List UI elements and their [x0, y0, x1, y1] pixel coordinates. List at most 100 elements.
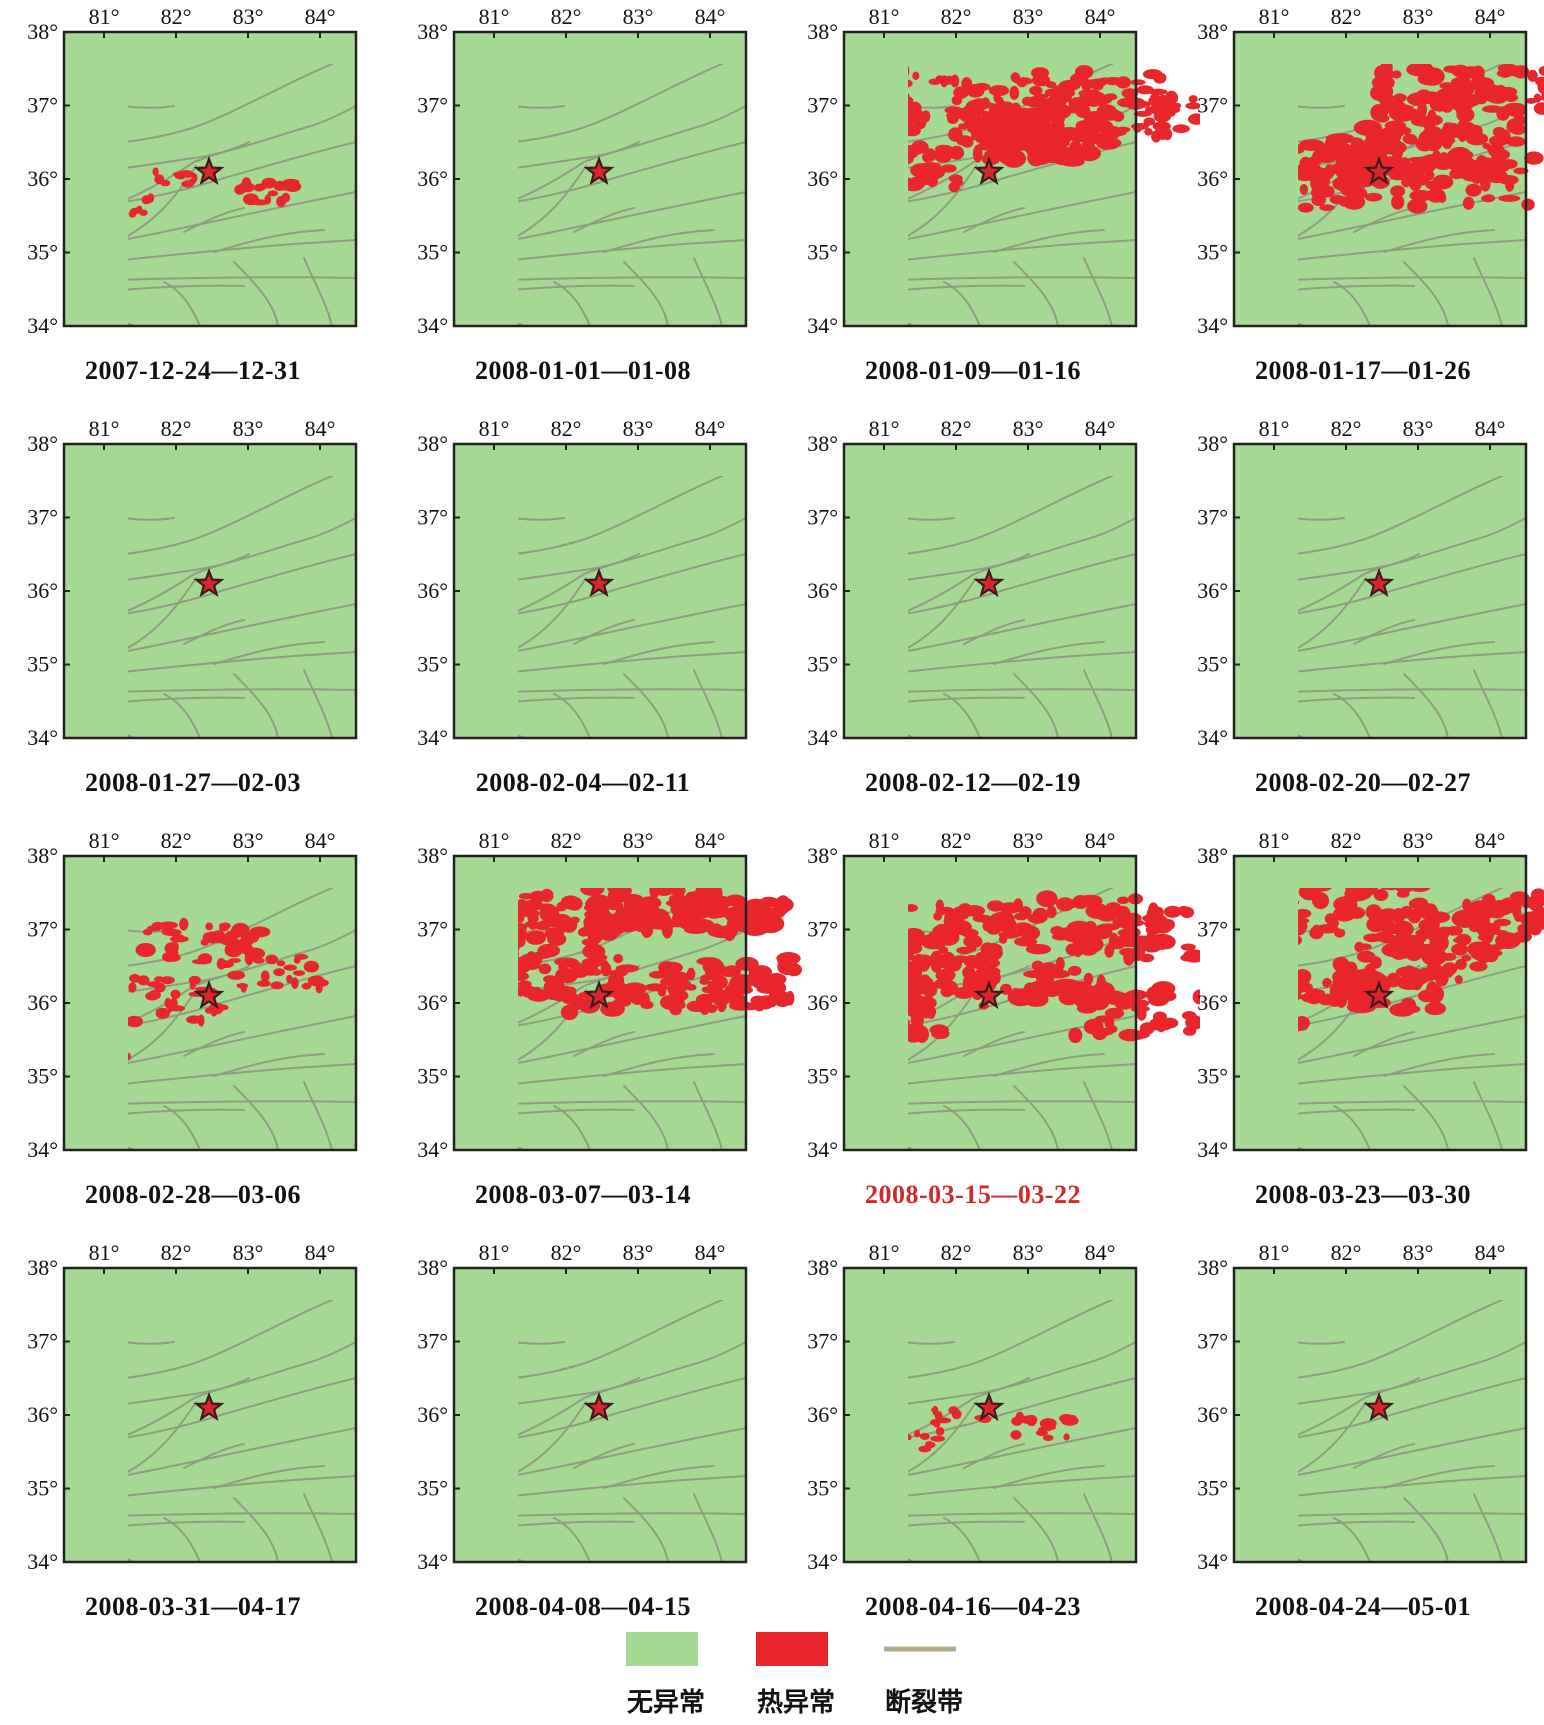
fault-line: [1083, 1493, 1113, 1563]
latitude-tick-label: 36°: [27, 166, 58, 191]
fault-line: [1298, 1401, 1367, 1473]
thermal-anomaly-patch: [1333, 906, 1356, 922]
thermal-anomaly-patch: [1104, 1015, 1115, 1030]
latitude-tick-label: 38°: [417, 19, 448, 44]
thermal-anomaly-patch: [1357, 888, 1378, 896]
fault-line: [128, 553, 357, 615]
thermal-anomaly-patch: [1490, 929, 1509, 936]
fault-line: [163, 281, 201, 327]
fault-line: [1298, 1520, 1415, 1527]
latitude-tick-label: 37°: [807, 917, 838, 942]
thermal-anomaly-patch: [768, 983, 786, 994]
longitude-tick-label: 84°: [1475, 416, 1506, 441]
thermal-anomaly-patch: [1332, 143, 1356, 161]
fault-line: [1298, 696, 1415, 703]
thermal-anomaly-patch: [1488, 905, 1506, 919]
thermal-anomaly-patch: [982, 919, 992, 932]
thermal-anomaly-patch: [1174, 102, 1181, 109]
thermal-anomaly-patch: [192, 958, 212, 965]
fault-line: [518, 1520, 635, 1527]
thermal-anomaly-patch: [1130, 79, 1146, 86]
fault-line: [518, 1300, 725, 1379]
thermal-anomaly-patch: [1142, 913, 1167, 923]
fault-line: [1013, 1497, 1059, 1563]
epicenter-star-icon: [583, 155, 615, 186]
latitude-tick-label: 34°: [807, 725, 838, 750]
thermal-anomaly-patch: [1083, 972, 1094, 985]
latitude-tick-label: 35°: [27, 1476, 58, 1501]
thermal-anomaly-patch: [1393, 920, 1414, 938]
thermal-anomaly-patch: [1497, 64, 1519, 73]
thermal-anomaly-patch: [1024, 992, 1049, 1007]
map-svg: 81° 82° 83° 84° 38° 37° 36° 35° 34°: [417, 828, 802, 1162]
thermal-anomaly-patch: [795, 1028, 818, 1043]
thermal-anomaly-patch: [518, 939, 521, 951]
thermal-anomaly-patch: [1505, 179, 1515, 192]
thermal-anomaly-patch: [1153, 72, 1167, 84]
thermal-anomaly-patch: [924, 165, 946, 180]
panel-date-caption: 2008-03-31—04-17: [85, 1592, 301, 1621]
fault-line: [518, 603, 747, 652]
fault-line: [128, 141, 357, 203]
thermal-anomaly-patch: [962, 966, 976, 979]
latitude-tick-label: 38°: [27, 431, 58, 456]
map-svg: 81° 82° 83° 84° 38° 37° 36° 35° 34°: [807, 416, 1138, 750]
thermal-anomaly-patch: [1391, 147, 1403, 159]
longitude-tick-label: 84°: [1085, 828, 1116, 853]
thermal-anomaly-patch: [181, 180, 194, 188]
thermal-anomaly-patch: [1206, 967, 1215, 978]
map-svg: 81° 82° 83° 84° 38° 37° 36° 35° 34°: [27, 828, 358, 1162]
latitude-tick-label: 34°: [27, 1549, 58, 1574]
thermal-anomaly-patch: [1521, 911, 1540, 931]
fault-line: [693, 257, 723, 327]
longitude-tick-label: 81°: [1259, 1240, 1290, 1265]
fault-line: [128, 1520, 245, 1527]
latitude-tick-label: 38°: [27, 19, 58, 44]
thermal-anomaly-patch: [1298, 202, 1314, 213]
latitude-tick-label: 36°: [27, 578, 58, 603]
latitude-tick-label: 37°: [417, 93, 448, 118]
thermal-anomaly-patch: [1454, 975, 1463, 984]
longitude-tick-label: 83°: [1013, 4, 1044, 29]
map-panel: 81° 82° 83° 84° 38° 37° 36° 35° 34° 2008-01-17—01…: [1170, 0, 1544, 410]
latitude-tick-label: 36°: [1197, 1402, 1228, 1427]
thermal-anomaly-patch: [1308, 155, 1323, 166]
fault-line: [1333, 1105, 1371, 1151]
thermal-anomaly-patch: [301, 982, 312, 990]
fault-line: [233, 261, 279, 327]
thermal-anomaly-patch: [1453, 937, 1471, 944]
thermal-anomaly-patch: [1172, 927, 1185, 940]
thermal-anomaly-patch: [632, 901, 651, 917]
thermal-anomaly-patch: [591, 968, 602, 976]
thermal-anomaly-patch: [540, 888, 554, 903]
fault-line: [303, 1081, 333, 1151]
thermal-anomaly-patch: [170, 989, 181, 999]
latitude-tick-label: 36°: [417, 578, 448, 603]
thermal-anomaly-patch: [1476, 953, 1491, 964]
longitude-tick-label: 81°: [1259, 828, 1290, 853]
latitude-tick-label: 38°: [27, 843, 58, 868]
thermal-anomaly-patch: [927, 1010, 936, 1019]
thermal-anomaly-patch: [1341, 183, 1357, 196]
thermal-anomaly-patch: [577, 927, 590, 937]
fault-line: [963, 1443, 1025, 1469]
thermal-anomaly-patch: [192, 173, 198, 183]
map-panel: 81° 82° 83° 84° 38° 37° 36° 35° 34° 2008-04-08—04…: [390, 1236, 776, 1646]
thermal-anomaly-patch: [908, 1019, 910, 1027]
fault-line: [518, 64, 725, 143]
longitude-tick-label: 82°: [551, 828, 582, 853]
longitude-tick-label: 81°: [869, 416, 900, 441]
thermal-anomaly-patch: [1298, 969, 1312, 985]
thermal-anomaly-patch: [1384, 99, 1407, 115]
panel-date-caption: 2008-02-20—02-27: [1255, 768, 1471, 797]
fault-line: [1298, 1015, 1527, 1064]
thermal-anomaly-patch: [727, 915, 744, 930]
latitude-tick-label: 36°: [27, 1402, 58, 1427]
thermal-anomaly-patch: [1051, 84, 1075, 99]
thermal-anomaly-patch: [1399, 888, 1408, 892]
latitude-tick-label: 38°: [1197, 431, 1228, 456]
thermal-anomaly-patch: [699, 888, 721, 893]
thermal-anomaly-patch: [908, 904, 919, 912]
fault-line: [693, 1493, 723, 1563]
thermal-anomaly-patch: [803, 1014, 811, 1026]
